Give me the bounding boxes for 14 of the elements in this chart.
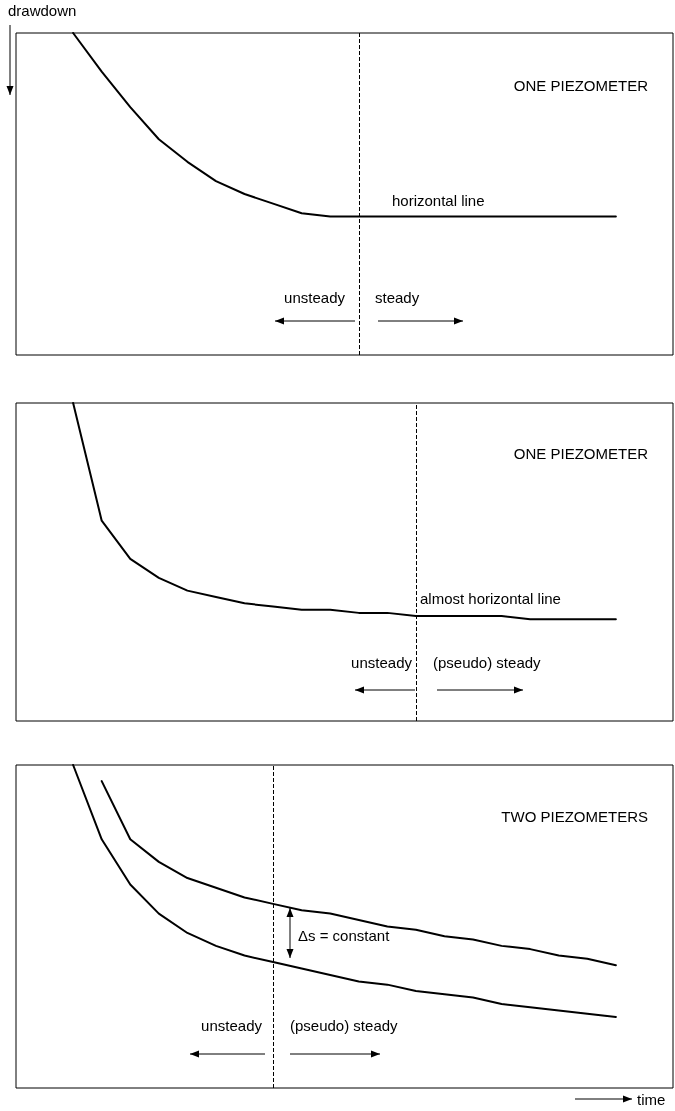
annotation: unsteady <box>351 653 413 671</box>
annotation: TWO PIEZOMETERS <box>501 807 648 825</box>
annotation: (pseudo) steady <box>433 653 542 671</box>
x-axis-title: time <box>637 1090 666 1108</box>
annotation: steady <box>375 288 420 306</box>
annotation: Δs = constant <box>298 926 391 944</box>
annotation: almost horizontal line <box>420 589 561 607</box>
annotation: ONE PIEZOMETER <box>513 444 649 462</box>
y-axis-title: drawdown <box>8 1 77 19</box>
annotation: unsteady <box>201 1016 263 1034</box>
annotation: ONE PIEZOMETER <box>513 76 649 94</box>
annotation: (pseudo) steady <box>290 1016 399 1034</box>
annotation: horizontal line <box>392 191 485 209</box>
annotation: unsteady <box>284 288 346 306</box>
